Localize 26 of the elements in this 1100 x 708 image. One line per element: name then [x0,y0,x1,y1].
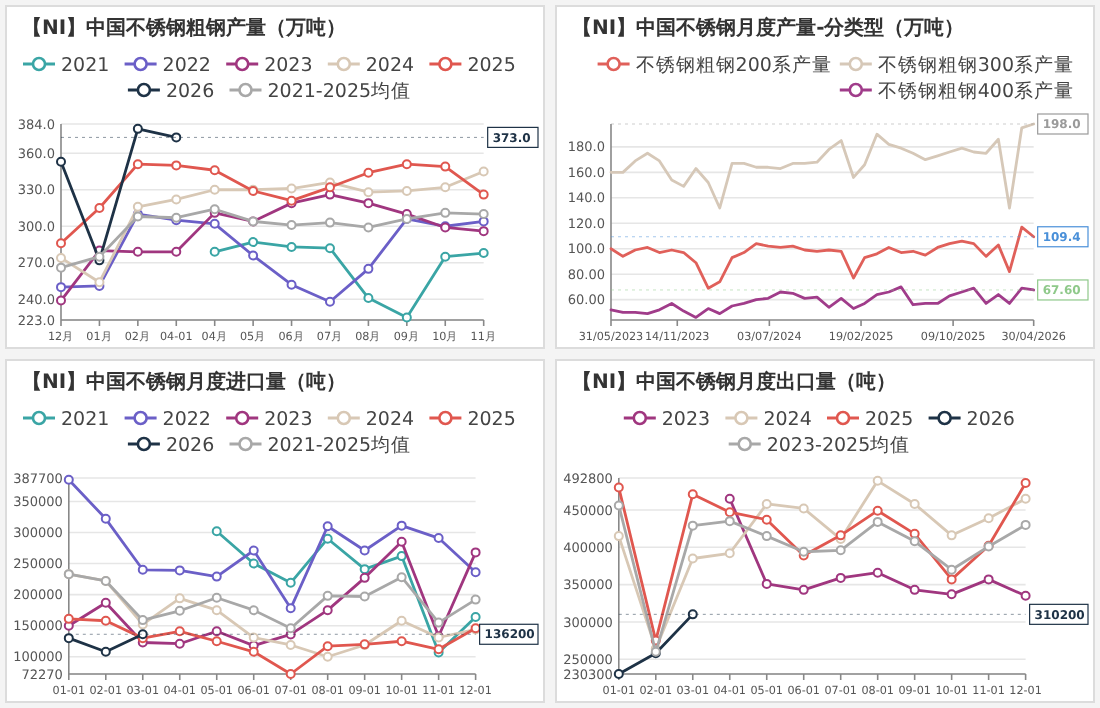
chart-title: 【NI】中国不锈钢月度进口量（吨） [22,370,347,394]
legend-label: 2024 [365,54,415,77]
legend-label: 2026 [165,434,215,457]
legend-label: 2025 [467,408,516,431]
legend-label: 2026 [165,80,215,103]
legend-label: 2021-2025均值 [267,78,412,103]
legend-label: 2021-2025均值 [267,432,412,457]
legend-label: 2024 [365,408,415,431]
legend-label: 2025 [467,54,516,77]
legend-label: 2022 [162,408,211,431]
legend-label: 2023-2025均值 [766,432,911,457]
legend-label: 2025 [865,408,914,431]
legend-label: 2026 [966,408,1015,431]
legend-label: 2021 [61,54,110,77]
legend-label: 2023 [661,408,711,431]
legend-label: 2023 [264,54,313,77]
legend-label: 不锈钢粗钢300系产量 [877,52,1075,77]
legend-label: 2022 [162,54,211,77]
chart-title: 【NI】中国不锈钢月度产量-分类型（万吨） [572,16,965,40]
legend-label: 2024 [763,408,812,431]
chart-title: 【NI】中国不锈钢粗钢产量（万吨） [22,16,347,40]
legend-label: 2021 [61,408,110,431]
legend-label: 不锈钢粗钢200系产量 [635,52,832,77]
chart-title: 【NI】中国不锈钢月度出口量（吨） [572,370,897,394]
legend-label: 不锈钢粗钢400系产量 [877,78,1075,103]
legend-label: 2023 [264,408,313,431]
